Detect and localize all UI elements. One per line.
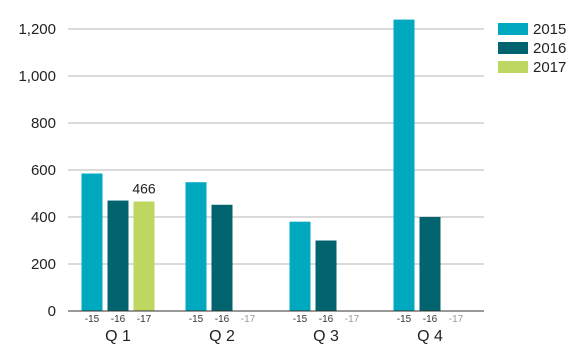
bar-2015-q1 [81, 173, 103, 311]
data-label: 466 [132, 180, 156, 196]
category-label: Q 2 [209, 328, 235, 345]
sub-label: -17 [449, 314, 464, 325]
sub-label: -15 [189, 314, 204, 325]
bar-2015-q2 [185, 182, 207, 311]
bar-2016-q3 [315, 240, 337, 311]
bar-2016-q2 [211, 204, 233, 311]
bar-2017-q1 [133, 201, 155, 311]
legend-label: 2015 [533, 21, 566, 38]
bar-2016-q1 [107, 200, 129, 311]
sub-label: -16 [215, 314, 230, 325]
bar-2015-q4 [393, 19, 415, 311]
legend-label: 2017 [533, 59, 566, 76]
sub-label: -15 [293, 314, 308, 325]
y-tick-label: 0 [48, 303, 56, 320]
category-label: Q 3 [313, 328, 339, 345]
legend-swatch-2017 [498, 61, 528, 73]
y-tick-label: 400 [31, 209, 56, 226]
y-tick-label: 200 [31, 256, 56, 273]
category-label: Q 1 [105, 328, 131, 345]
y-tick-label: 1,000 [18, 68, 56, 85]
y-tick-label: 1,200 [18, 21, 56, 38]
legend-swatch-2016 [498, 42, 528, 54]
bar-2016-q4 [419, 217, 441, 311]
sub-label: -16 [319, 314, 334, 325]
sub-label: -15 [85, 314, 100, 325]
sub-label: -15 [397, 314, 412, 325]
category-label: Q 4 [417, 328, 443, 345]
sub-label: -17 [345, 314, 360, 325]
y-tick-label: 800 [31, 115, 56, 132]
y-tick-label: 600 [31, 162, 56, 179]
legend-label: 2016 [533, 40, 566, 57]
sub-label: -17 [137, 314, 152, 325]
sub-label: -16 [423, 314, 438, 325]
bar-2015-q3 [289, 221, 311, 311]
sub-label: -17 [241, 314, 256, 325]
legend-swatch-2015 [498, 23, 528, 35]
sub-label: -16 [111, 314, 126, 325]
